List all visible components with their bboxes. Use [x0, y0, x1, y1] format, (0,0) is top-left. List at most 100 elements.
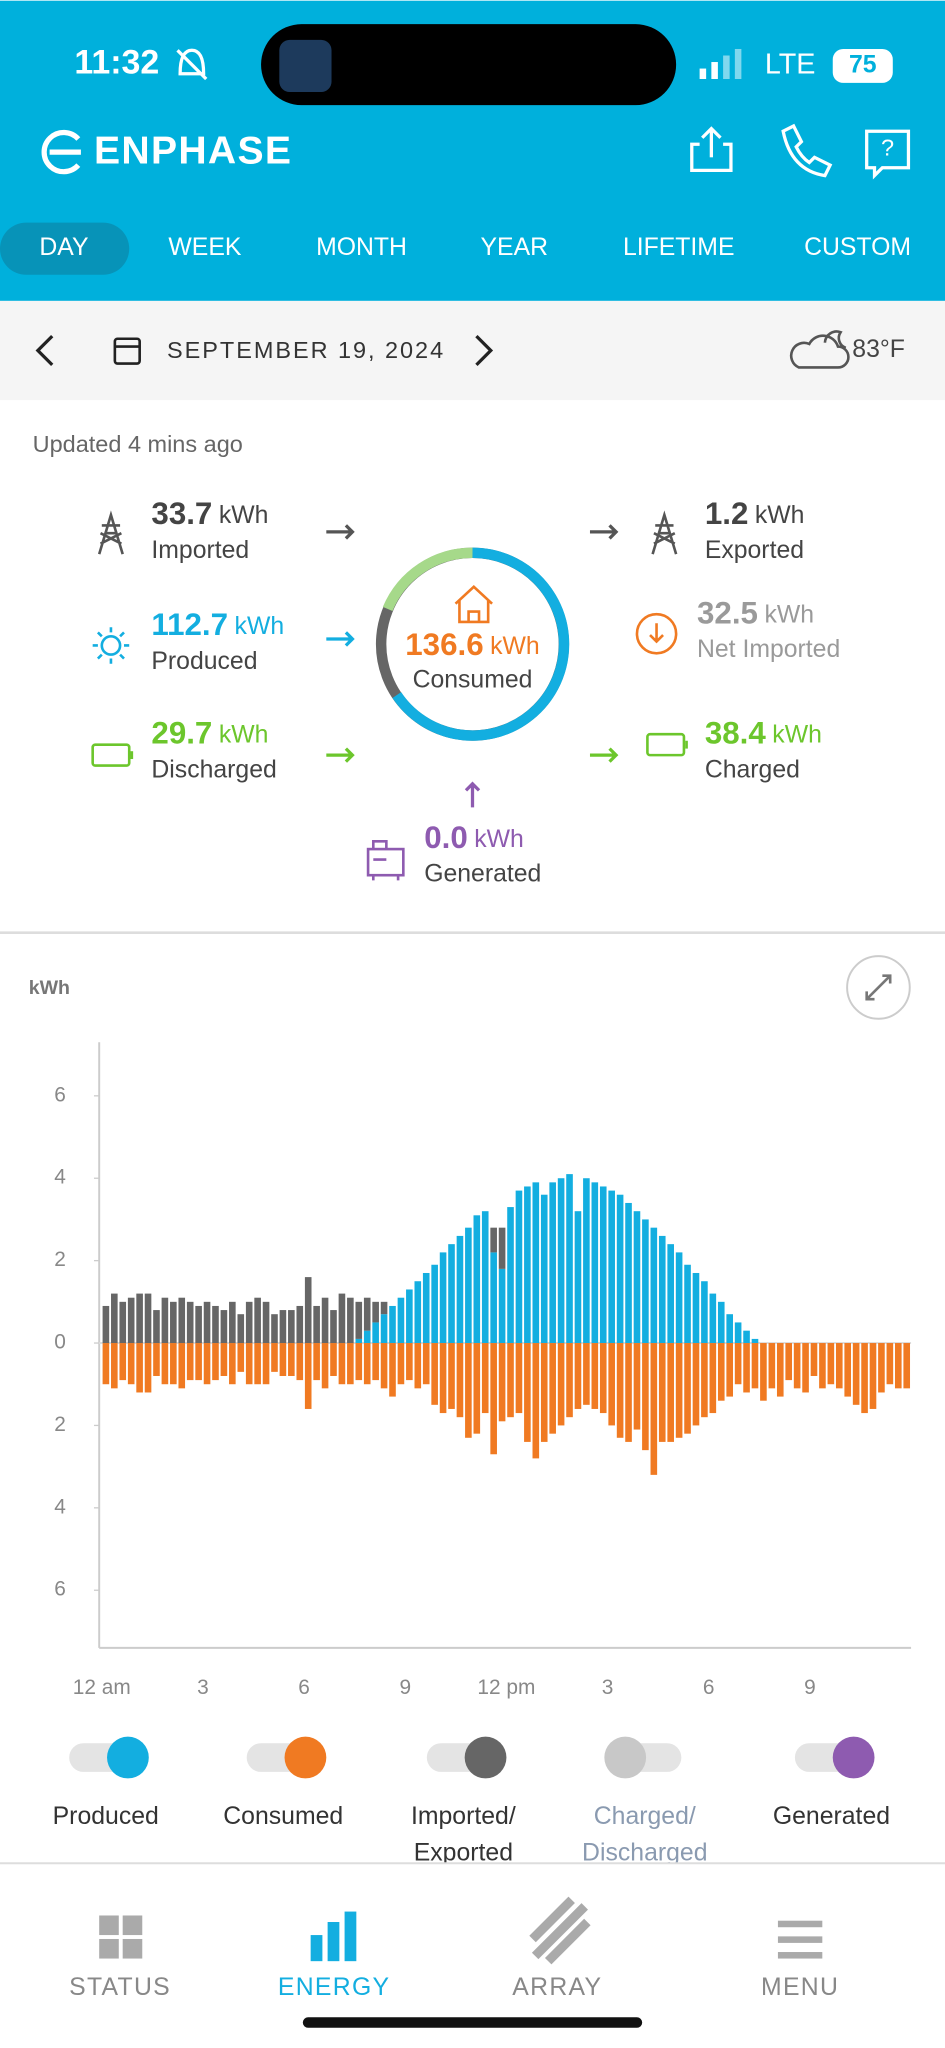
array-icon[interactable]: [529, 1896, 591, 1965]
bar: [717, 1343, 725, 1401]
bar: [776, 1343, 784, 1397]
toggle-knob[interactable]: [464, 1736, 507, 1779]
bar: [355, 1301, 363, 1339]
unit: kWh: [490, 632, 540, 659]
bar: [557, 1178, 565, 1344]
mute-icon: [176, 48, 208, 81]
bar: [212, 1305, 219, 1344]
bar: [498, 1268, 506, 1344]
bar: [321, 1297, 329, 1344]
expand-button[interactable]: [846, 955, 911, 1020]
bar: [726, 1314, 733, 1344]
nav-label[interactable]: ENERGY: [278, 1974, 390, 2001]
bar: [254, 1297, 261, 1344]
flow-value: 0.0 kWh: [424, 820, 524, 855]
energy-icon[interactable]: [310, 1911, 357, 1962]
bar: [701, 1343, 708, 1418]
bar: [878, 1343, 885, 1393]
flow-value: 29.7 kWh: [151, 716, 268, 751]
bar: [616, 1194, 624, 1344]
x-tick-label: 3: [197, 1676, 209, 1699]
toggle-knob[interactable]: [832, 1736, 875, 1779]
bar: [642, 1219, 649, 1344]
bar: [237, 1343, 245, 1372]
tab[interactable]: YEAR: [481, 234, 548, 261]
value: 112.7: [151, 607, 228, 642]
bar: [186, 1343, 194, 1381]
bar: [566, 1343, 573, 1418]
bar: [431, 1264, 438, 1344]
bar: [726, 1343, 733, 1397]
toggle-label: Produced: [52, 1803, 159, 1831]
bar: [372, 1343, 379, 1381]
bar: [119, 1343, 127, 1381]
bar: [347, 1297, 354, 1344]
bar: [111, 1293, 118, 1344]
flow-value: 33.7 kWh: [151, 497, 268, 532]
tab[interactable]: LIFETIME: [623, 234, 735, 261]
bar: [271, 1314, 278, 1344]
generator-icon: [366, 839, 405, 881]
nav-label[interactable]: STATUS: [69, 1974, 171, 2001]
bar: [245, 1343, 253, 1385]
bar: [557, 1343, 565, 1426]
bar: [574, 1211, 582, 1344]
toggle-knob[interactable]: [107, 1736, 149, 1779]
bar: [524, 1186, 531, 1344]
battery-level: 75: [849, 51, 877, 78]
toggle-label: Consumed: [223, 1803, 344, 1831]
logo: [41, 129, 81, 175]
tab[interactable]: WEEK: [168, 234, 241, 261]
nav-label[interactable]: ARRAY: [512, 1974, 602, 2001]
bar: [760, 1343, 767, 1401]
bar: [642, 1343, 649, 1451]
toggle-label-box: Produced: [52, 1803, 159, 1831]
bar: [608, 1343, 615, 1426]
bar: [380, 1343, 388, 1389]
bar: [338, 1293, 346, 1344]
bar: [178, 1297, 186, 1344]
x-tick-label: 3: [602, 1676, 614, 1699]
help-button[interactable]: ?: [865, 129, 911, 180]
bar: [515, 1343, 523, 1414]
bar: [153, 1310, 160, 1344]
share-button[interactable]: [690, 126, 733, 172]
call-button[interactable]: [781, 123, 833, 178]
bar: [178, 1343, 186, 1389]
flow-value: 32.5 kWh: [697, 596, 814, 631]
bar: [296, 1305, 304, 1344]
dynamic-island: [261, 24, 677, 106]
bar: [583, 1178, 590, 1344]
menu-icon[interactable]: [777, 1920, 823, 1959]
nav-label[interactable]: MENU: [761, 1974, 839, 2001]
next-day[interactable]: [475, 334, 494, 367]
bar: [684, 1343, 691, 1434]
bar: [119, 1301, 127, 1344]
y-axis-label: kWh: [29, 977, 70, 999]
calendar-icon[interactable]: [113, 337, 141, 365]
bar: [625, 1343, 632, 1442]
prev-day[interactable]: [35, 334, 54, 367]
bar: [465, 1343, 472, 1438]
tab[interactable]: CUSTOM: [804, 234, 911, 261]
bar: [220, 1310, 228, 1344]
toggle-knob[interactable]: [284, 1736, 327, 1779]
tab[interactable]: DAY: [39, 234, 88, 261]
flow-label: Generated: [424, 861, 541, 888]
tab[interactable]: MONTH: [316, 234, 407, 261]
bar: [102, 1305, 110, 1344]
flow-value: 38.4 kWh: [705, 716, 822, 751]
bar: [456, 1235, 464, 1344]
bar: [675, 1343, 683, 1438]
bar: [363, 1330, 371, 1344]
toggle-label: Generated: [772, 1803, 891, 1831]
unit: kWh: [755, 502, 805, 529]
bar: [355, 1343, 363, 1381]
status-icon[interactable]: [99, 1915, 143, 1959]
grid-tower-icon: [651, 510, 678, 555]
toggle-knob[interactable]: [604, 1736, 647, 1779]
bar: [313, 1305, 320, 1344]
bar: [599, 1186, 607, 1344]
toggle-label-box: Generated: [772, 1803, 891, 1831]
bar: [186, 1301, 194, 1344]
